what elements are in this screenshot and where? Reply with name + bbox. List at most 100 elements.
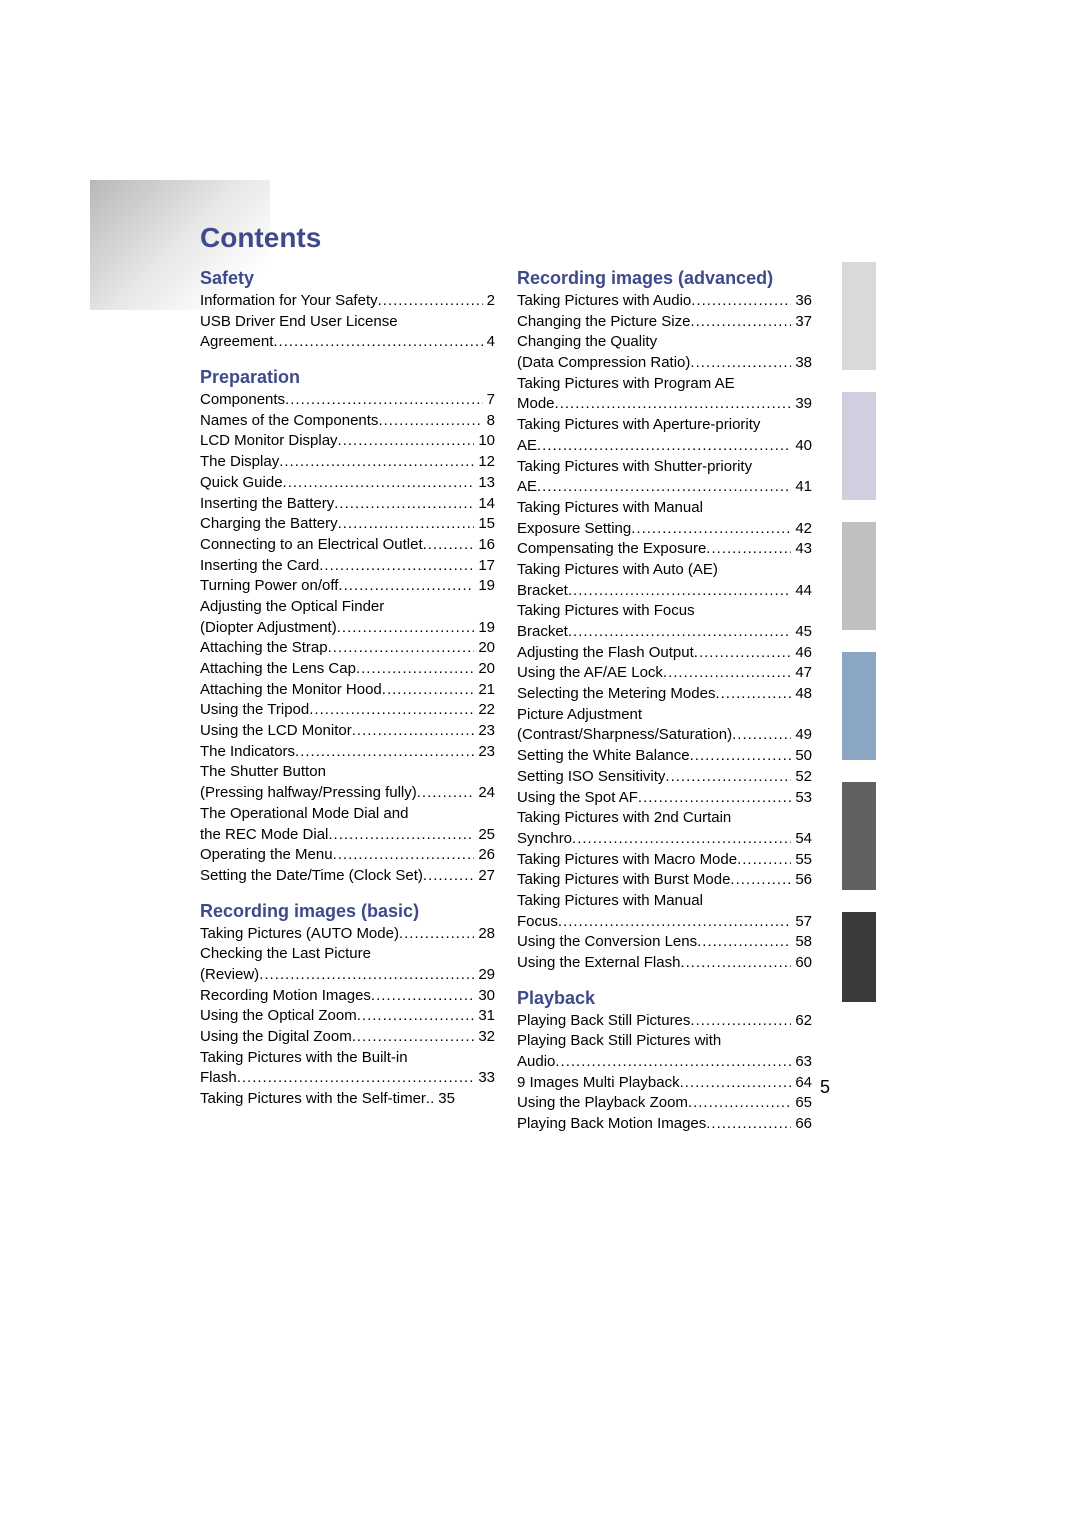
toc-entry-page: 62 — [791, 1011, 812, 1032]
toc-entry-page: 28 — [474, 924, 495, 945]
toc-entry-page: 26 — [474, 845, 495, 866]
toc-entry: (Contrast/Sharpness/Saturation)49 — [517, 725, 812, 746]
toc-entry-page: 33 — [474, 1068, 495, 1089]
toc-entry-label: Compensating the Exposure — [517, 539, 706, 560]
toc-entry-label: Using the Optical Zoom — [200, 1006, 357, 1027]
toc-entry-label: Names of the Components — [200, 411, 378, 432]
toc-dots — [334, 494, 474, 515]
toc-entry-page: 63 — [791, 1052, 812, 1073]
toc-entry: Compensating the Exposure43 — [517, 539, 812, 560]
toc-entry: Setting ISO Sensitivity52 — [517, 767, 812, 788]
toc-entry: The Indicators23 — [200, 742, 495, 763]
toc-dots — [706, 539, 791, 560]
toc-left-column: Safety Information for Your Safety2USB D… — [200, 262, 495, 1135]
side-tab-4 — [842, 652, 876, 760]
toc-entry-page: 7 — [483, 390, 495, 411]
toc-dots — [279, 452, 474, 473]
toc-entry: Using the AF/AE Lock 47 — [517, 663, 812, 684]
toc-entry-label: Bracket — [517, 581, 568, 602]
toc-entry-page: 47 — [791, 663, 812, 684]
toc-entry-page: 66 — [791, 1114, 812, 1135]
toc-entry-label: Using the External Flash — [517, 953, 680, 974]
toc-entry: The Shutter Button — [200, 762, 495, 783]
toc-entry-page: 58 — [791, 932, 812, 953]
toc-entry: Using the External Flash60 — [517, 953, 812, 974]
side-tab-gap — [842, 370, 876, 392]
toc-entry: Taking Pictures with Manual — [517, 498, 812, 519]
side-tab-gap — [842, 890, 876, 912]
toc-entry: Taking Pictures with Macro Mode55 — [517, 850, 812, 871]
side-tabs — [842, 262, 876, 1002]
toc-entry-page: 57 — [791, 912, 812, 933]
toc-dots — [378, 291, 483, 312]
toc-entry: Inserting the Card17 — [200, 556, 495, 577]
toc-entry-page: 24 — [474, 783, 495, 804]
section-heading-recording-advanced: Recording images (advanced) — [517, 268, 812, 289]
toc-entry: LCD Monitor Display10 — [200, 431, 495, 452]
toc-entry: AE41 — [517, 477, 812, 498]
toc-entry: Taking Pictures with the Self-timer .. 3… — [200, 1089, 495, 1110]
toc-entry-page: 40 — [791, 436, 812, 457]
toc-entry: USB Driver End User License — [200, 312, 495, 333]
toc-entry: Taking Pictures with Aperture-priority — [517, 415, 812, 436]
section-safety-items: Information for Your Safety2USB Driver E… — [200, 291, 495, 353]
toc-entry: Taking Pictures with Burst Mode56 — [517, 870, 812, 891]
toc-dots — [690, 746, 792, 767]
toc-entry-label: Using the AF/AE Lock — [517, 663, 663, 684]
toc-dots — [663, 663, 791, 684]
toc-dots — [568, 581, 791, 602]
toc-entry-label: Agreement — [200, 332, 273, 353]
toc-dots — [352, 1027, 475, 1048]
toc-entry-page: 30 — [474, 986, 495, 1007]
toc-entry-label: Inserting the Battery — [200, 494, 334, 515]
toc-entry: Taking Pictures with Manual — [517, 891, 812, 912]
toc-entry: Using the Tripod22 — [200, 700, 495, 721]
toc-dots — [417, 783, 475, 804]
toc-entry-label: Setting the White Balance — [517, 746, 690, 767]
toc-entry: Names of the Components8 — [200, 411, 495, 432]
toc-entry: Using the Digital Zoom32 — [200, 1027, 495, 1048]
toc-entry: Audio63 — [517, 1052, 812, 1073]
toc-dots — [690, 312, 791, 333]
toc-entry-label: Using the LCD Monitor — [200, 721, 352, 742]
toc-entry: Taking Pictures with Focus — [517, 601, 812, 622]
toc-entry-label: Using the Digital Zoom — [200, 1027, 352, 1048]
toc-entry: Attaching the Monitor Hood21 — [200, 680, 495, 701]
toc-entry-page: 16 — [474, 535, 495, 556]
side-tab-gap — [842, 630, 876, 652]
toc-entry-page: 48 — [791, 684, 812, 705]
toc-dots — [537, 477, 791, 498]
toc-entry: Adjusting the Optical Finder — [200, 597, 495, 618]
toc-entry: Mode 39 — [517, 394, 812, 415]
toc-entry-page: 55 — [791, 850, 812, 871]
toc-dots — [691, 291, 791, 312]
toc-dots — [319, 556, 474, 577]
section-heading-recording-basic: Recording images (basic) — [200, 901, 495, 922]
toc-entry-page: 50 — [791, 746, 812, 767]
toc-entry-label: AE — [517, 477, 537, 498]
toc-entry-label: Attaching the Lens Cap — [200, 659, 356, 680]
toc-dots — [737, 850, 791, 871]
toc-dots — [378, 411, 482, 432]
toc-entry-label: Connecting to an Electrical Outlet — [200, 535, 423, 556]
toc-entry: Connecting to an Electrical Outlet 16 — [200, 535, 495, 556]
toc-dots — [283, 473, 475, 494]
toc-entry: Using the Spot AF53 — [517, 788, 812, 809]
toc-entry: The Operational Mode Dial and — [200, 804, 495, 825]
toc-entry-label: Focus — [517, 912, 558, 933]
toc-entry-page: 29 — [474, 965, 495, 986]
toc-entry: Charging the Battery15 — [200, 514, 495, 535]
toc-entry: Changing the Picture Size37 — [517, 312, 812, 333]
toc-entry-label: Using the Conversion Lens — [517, 932, 697, 953]
toc-entry: Changing the Quality — [517, 332, 812, 353]
toc-entry-page: 22 — [474, 700, 495, 721]
toc-entry-label: (Diopter Adjustment) — [200, 618, 337, 639]
toc-entry-page: 2 — [483, 291, 495, 312]
toc-dots — [357, 1006, 475, 1027]
toc-entry-page: 53 — [791, 788, 812, 809]
toc-entry-page: 20 — [474, 638, 495, 659]
toc-entry-label: Mode — [517, 394, 555, 415]
toc-entry-page: 25 — [474, 825, 495, 846]
toc-dots — [237, 1068, 475, 1089]
toc-entry-page: 39 — [791, 394, 812, 415]
